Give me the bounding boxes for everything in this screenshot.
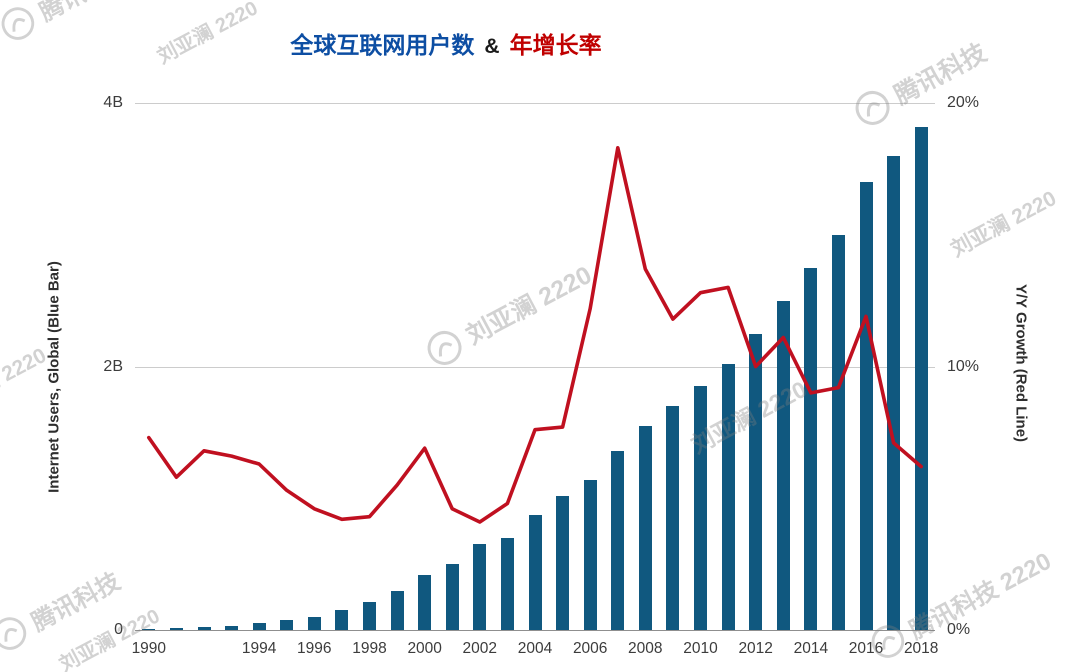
bar-1996 (307, 616, 321, 630)
bar-2002 (473, 544, 487, 630)
title-growth-label: 年增长率 (509, 32, 602, 58)
y-axis-tick-left-0: 0 (114, 621, 123, 638)
bar-2010 (694, 386, 707, 630)
bar-2011 (721, 363, 735, 630)
page-title: 全球互联网用户数 & 年增长率 (0, 26, 892, 60)
gridline-0 (135, 630, 935, 631)
bar-1991 (169, 628, 183, 630)
watermark-brand-bottom-left: 腾讯科技 (0, 561, 125, 658)
watermark-text: 刘亚澜 2220 (0, 343, 51, 419)
x-axis-tick-2012: 2012 (738, 640, 773, 657)
bar-2014 (804, 267, 818, 630)
bar-2015 (831, 234, 845, 630)
bar-2003 (500, 537, 514, 630)
bar-2004 (528, 515, 542, 630)
x-axis-tick-1996: 1996 (297, 640, 332, 657)
title-ampersand: & (484, 35, 500, 58)
bar-2001 (445, 564, 459, 630)
x-axis-tick-2000: 2000 (407, 640, 442, 657)
bar-1990 (142, 628, 156, 630)
x-axis-tick-2002: 2002 (462, 640, 498, 657)
x-axis-tick-2018: 2018 (903, 640, 939, 657)
bar-1997 (335, 610, 349, 630)
y-axis-tick-right-0%: 0% (947, 621, 971, 638)
bar-2016 (859, 182, 873, 630)
bar-1998 (363, 602, 376, 630)
y-axis-tick-left-4B: 4B (103, 94, 123, 111)
bar-2018 (914, 126, 928, 630)
right-axis-title: Y/Y Growth (Red Line) (1012, 283, 1030, 443)
bar-2006 (583, 479, 597, 630)
bar-2008 (638, 425, 652, 630)
x-axis-tick-2004: 2004 (517, 640, 553, 657)
bar-2000 (418, 574, 432, 630)
bar-2007 (611, 450, 625, 630)
x-axis-tick-2014: 2014 (793, 640, 829, 657)
watermark-text: 刘亚澜 2220 (947, 186, 1061, 262)
growth-line (147, 145, 924, 524)
tencent-tech-logo-icon (0, 609, 34, 658)
plot-area: 0 2B 4B 0% 10% 20% 1990 1994 1996 1998 2000 2002 200… (103, 94, 979, 657)
bar-1993 (225, 626, 239, 630)
bar-2005 (556, 495, 570, 630)
left-axis-title: Internet Users, Global (Blue Bar) (45, 261, 63, 493)
y-axis-tick-left-2B: 2B (103, 357, 123, 375)
x-axis-tick-2010: 2010 (683, 640, 718, 657)
x-axis-tick-2016: 2016 (848, 640, 884, 657)
bar-2009 (666, 406, 680, 630)
x-axis-tick-1994: 1994 (241, 640, 277, 657)
title-users-label: 全球互联网用户数 (290, 32, 475, 58)
watermark-text: 腾讯科技 (32, 0, 133, 27)
gridline-2B (135, 366, 935, 368)
x-axis-tick-1998: 1998 (352, 640, 387, 657)
watermark-author-right-edge: 刘亚澜 2220 (945, 183, 1061, 264)
y-axis-tick-right-10%: 10% (947, 357, 980, 375)
bar-2017 (887, 155, 901, 630)
x-axis-tick-1990: 1990 (131, 640, 167, 657)
x-axis-tick-2006: 2006 (572, 640, 608, 657)
bar-1994 (252, 623, 266, 630)
y-axis-tick-right-20%: 20% (947, 94, 980, 111)
bar-2013 (776, 300, 790, 630)
x-axis-tick-2008: 2008 (628, 640, 663, 657)
bar-1999 (390, 590, 404, 630)
bar-1995 (280, 619, 294, 630)
watermark-author-left-edge: 刘亚澜 2220 (0, 340, 51, 421)
bar-1992 (197, 627, 211, 630)
bar-2012 (749, 333, 763, 630)
gridline-4B (135, 103, 935, 104)
